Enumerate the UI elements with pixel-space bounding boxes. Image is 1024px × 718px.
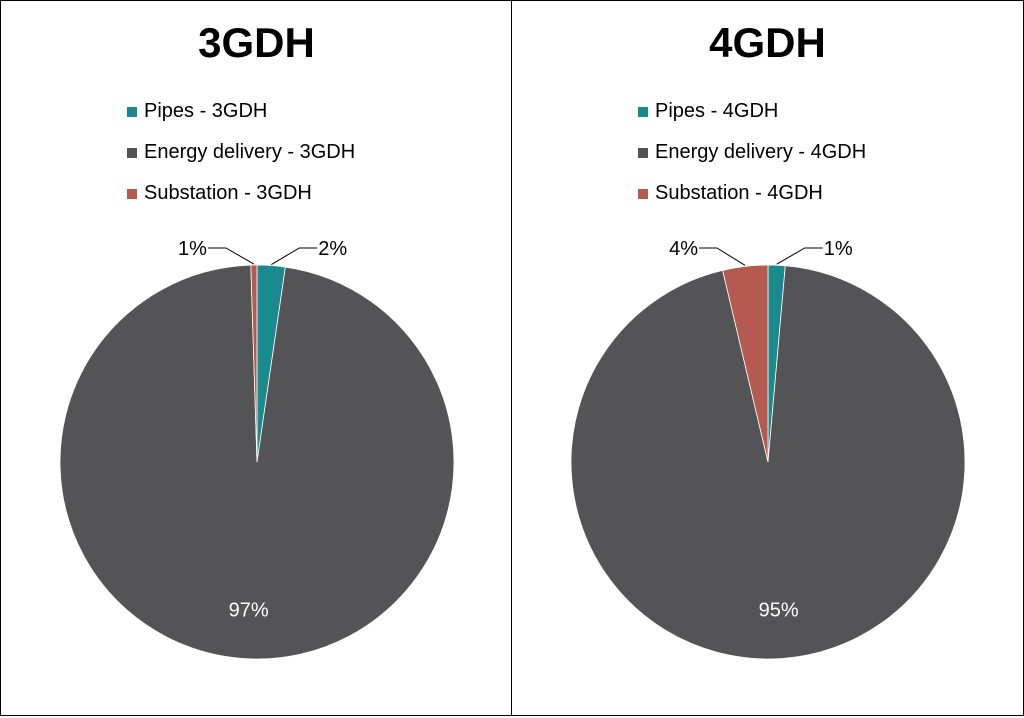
pie-slice-energy-delivery	[59, 264, 455, 660]
leader-line-substation	[207, 247, 255, 265]
chart-legend: Pipes - 3GDH Energy delivery - 3GDH Subs…	[127, 91, 355, 214]
data-label-substation: 4%	[669, 238, 698, 260]
chart-title: 3GDH	[198, 19, 315, 66]
chart-panel-3gdh: 3GDH Pipes - 3GDH Energy delivery - 3GDH…	[0, 0, 513, 716]
chart-panel-4gdh: 4GDH Pipes - 4GDH Energy delivery - 4GDH…	[511, 0, 1024, 716]
data-label-pipes: 1%	[824, 238, 853, 260]
legend-label-energy-delivery: Energy delivery - 3GDH	[144, 141, 356, 163]
leader-line-pipes	[271, 247, 318, 265]
legend-swatch-pipes	[638, 106, 648, 117]
data-label-energy-delivery: 95%	[759, 599, 799, 621]
pie-slice-energy-delivery	[570, 265, 966, 660]
legend-item-substation: Substation - 4GDH	[638, 173, 866, 214]
legend-item-energy-delivery: Energy delivery - 3GDH	[127, 132, 355, 173]
chart-legend: Pipes - 4GDH Energy delivery - 4GDH Subs…	[638, 91, 866, 214]
data-label-pipes: 2%	[318, 238, 347, 260]
legend-label-substation: Substation - 4GDH	[655, 182, 823, 204]
legend-item-pipes: Pipes - 4GDH	[638, 91, 866, 132]
legend-label-pipes: Pipes - 4GDH	[655, 100, 779, 122]
pie-chart-4gdh: 1% 95% 4%	[570, 238, 966, 660]
legend-swatch-energy-delivery	[638, 147, 648, 158]
data-label-substation: 1%	[178, 238, 207, 260]
legend-item-pipes: Pipes - 3GDH	[127, 91, 355, 132]
legend-swatch-energy-delivery	[127, 147, 137, 158]
leader-line-substation	[699, 247, 746, 266]
legend-swatch-substation	[638, 188, 648, 199]
legend-label-energy-delivery: Energy delivery - 4GDH	[655, 141, 867, 163]
legend-swatch-pipes	[127, 106, 137, 117]
legend-swatch-substation	[127, 188, 137, 199]
pie-chart-3gdh: 2% 97% 1%	[59, 238, 455, 660]
data-label-energy-delivery: 97%	[229, 600, 269, 622]
leader-line-pipes	[776, 247, 823, 265]
legend-label-pipes: Pipes - 3GDH	[144, 100, 268, 122]
legend-label-substation: Substation - 3GDH	[144, 182, 312, 204]
pie-slice-substation	[722, 264, 769, 463]
legend-item-energy-delivery: Energy delivery - 4GDH	[638, 132, 866, 173]
chart-title: 4GDH	[709, 19, 826, 66]
legend-item-substation: Substation - 3GDH	[127, 173, 355, 214]
pie-slice-substation	[250, 264, 258, 463]
